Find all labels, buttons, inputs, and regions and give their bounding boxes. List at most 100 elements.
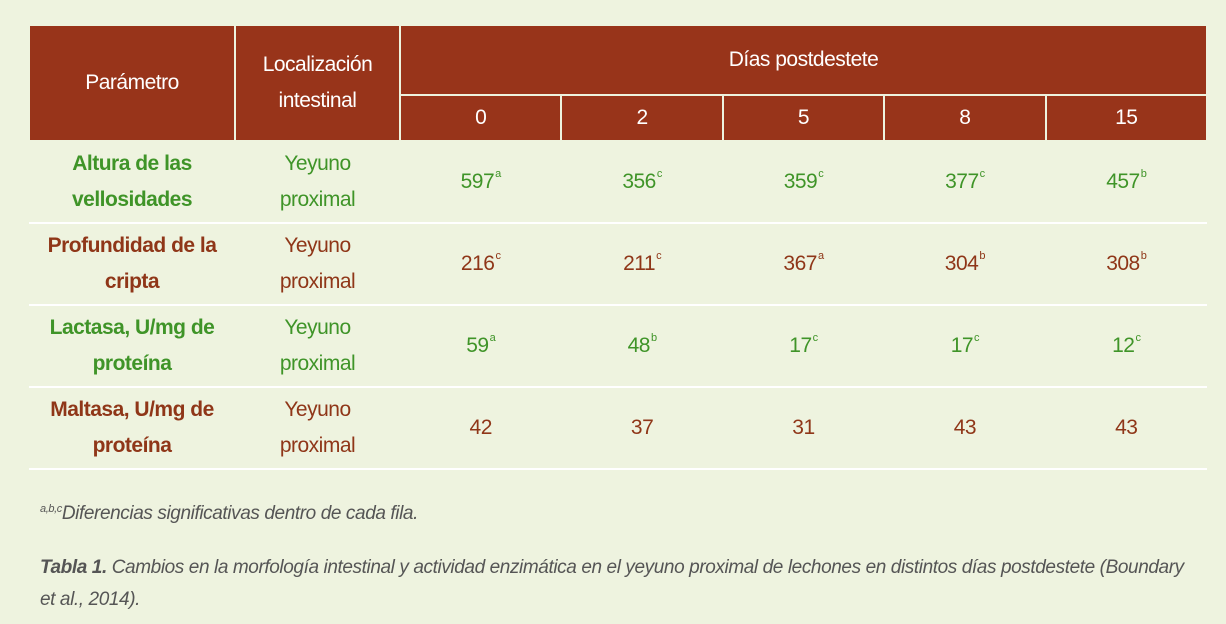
value-superscript: b xyxy=(1140,168,1147,180)
value-superscript: c xyxy=(495,250,501,262)
value: 17 xyxy=(950,334,974,357)
param-line: proteína xyxy=(92,352,172,375)
header-day: 2 xyxy=(560,94,724,142)
param-line: proteína xyxy=(92,434,172,457)
param-cell: Maltasa, U/mg de proteína xyxy=(29,387,235,470)
loc-cell: Yeyuno proximal xyxy=(235,223,400,306)
param-line: Profundidad de la xyxy=(47,234,217,257)
value: 216 xyxy=(460,252,495,275)
value-cell: 43 xyxy=(884,387,1046,470)
loc-line: Yeyuno xyxy=(284,234,351,257)
value-superscript: c xyxy=(979,168,986,180)
value: 31 xyxy=(792,416,815,439)
param-line: Maltasa, U/mg de xyxy=(50,398,214,421)
loc-cell: Yeyuno proximal xyxy=(235,387,400,470)
value: 12 xyxy=(1112,334,1135,357)
header-localizacion-line1: Localización xyxy=(262,53,373,76)
value: 304 xyxy=(944,252,979,275)
caption-label: Tabla 1. xyxy=(40,557,107,578)
header-row: Parámetro Localización intestinal Días p… xyxy=(28,24,1208,142)
loc-line: proximal xyxy=(279,270,356,293)
table-caption: Tabla 1. Cambios en la morfología intest… xyxy=(40,552,1200,616)
header-day: 0 xyxy=(398,94,563,142)
param-line: vellosidades xyxy=(71,188,193,211)
value: 48 xyxy=(627,334,651,357)
loc-line: proximal xyxy=(279,188,356,211)
value-superscript: c xyxy=(1135,332,1141,344)
value-cell: 457b xyxy=(1045,141,1207,224)
value-cell: 37 xyxy=(561,387,723,470)
loc-line: Yeyuno xyxy=(284,398,351,421)
value-cell: 31 xyxy=(722,387,885,470)
value-superscript: c xyxy=(812,332,819,344)
value-cell: 216c xyxy=(400,223,562,306)
param-cell: Lactasa, U/mg de proteína xyxy=(29,305,235,388)
value-cell: 211c xyxy=(561,223,723,306)
value-superscript: c xyxy=(818,168,824,180)
table-row: Profundidad de la cripta Yeyuno proximal 2… xyxy=(29,223,1207,306)
value-cell: 304b xyxy=(884,223,1046,306)
caption-text: Cambios en la morfología intestinal y ac… xyxy=(40,557,1184,610)
value: 42 xyxy=(469,416,493,439)
value-superscript: b xyxy=(650,332,657,344)
value-cell: 597a xyxy=(400,141,562,224)
header-days-row: 0 2 5 8 15 xyxy=(29,94,1209,142)
value-superscript: b xyxy=(1140,250,1147,262)
value-cell: 12c xyxy=(1045,305,1207,388)
header-day: 8 xyxy=(883,94,1047,142)
value-superscript: a xyxy=(817,250,824,262)
value: 367 xyxy=(783,252,817,275)
value: 43 xyxy=(953,416,977,439)
value-superscript: a xyxy=(489,332,496,344)
param-cell: Profundidad de la cripta xyxy=(29,223,235,306)
value: 17 xyxy=(789,334,812,357)
value-superscript: b xyxy=(979,250,985,262)
value-cell: 48b xyxy=(561,305,723,388)
value: 37 xyxy=(630,416,654,439)
value-superscript: c xyxy=(656,168,663,180)
value: 308 xyxy=(1106,252,1140,275)
value-cell: 308b xyxy=(1045,223,1207,306)
header-day: 5 xyxy=(721,94,886,142)
value: 377 xyxy=(945,170,979,193)
value-superscript: a xyxy=(495,168,501,180)
header-localizacion: Localización intestinal xyxy=(234,24,401,142)
value-cell: 59a xyxy=(400,305,562,388)
table-row: Lactasa, U/mg de proteína Yeyuno proximal … xyxy=(29,305,1207,388)
value-superscript: c xyxy=(974,332,980,344)
value: 597 xyxy=(460,170,495,193)
loc-line: Yeyuno xyxy=(284,152,351,175)
header-dias: Días postdestete xyxy=(399,24,1208,96)
loc-line: Yeyuno xyxy=(284,316,351,339)
value: 359 xyxy=(783,170,818,193)
value: 211 xyxy=(623,252,656,275)
value-cell: 377c xyxy=(884,141,1046,224)
value: 59 xyxy=(466,334,489,357)
loc-cell: Yeyuno proximal xyxy=(235,305,400,388)
value: 356 xyxy=(622,170,656,193)
loc-line: proximal xyxy=(279,352,356,375)
footnote-superscript: a,b,c xyxy=(40,503,62,515)
value-cell: 17c xyxy=(722,305,885,388)
header-localizacion-line2: intestinal xyxy=(278,89,357,112)
value-cell: 356c xyxy=(561,141,723,224)
param-line: cripta xyxy=(104,270,160,293)
value-cell: 42 xyxy=(400,387,562,470)
table-row: Maltasa, U/mg de proteína Yeyuno proximal … xyxy=(29,387,1207,470)
value-cell: 17c xyxy=(884,305,1046,388)
loc-line: proximal xyxy=(279,434,356,457)
value-cell: 359c xyxy=(722,141,885,224)
param-line: Lactasa, U/mg de xyxy=(49,316,215,339)
header-day: 15 xyxy=(1044,94,1209,142)
value-cell: 367a xyxy=(722,223,885,306)
value: 43 xyxy=(1115,416,1138,439)
footnote: a,b,cDiferencias significativas dentro d… xyxy=(40,503,418,525)
table-row: Altura de las vellosidades Yeyuno proximal… xyxy=(29,141,1207,224)
param-line: Altura de las xyxy=(72,152,192,175)
value-cell: 43 xyxy=(1045,387,1207,470)
value: 457 xyxy=(1106,170,1140,193)
param-cell: Altura de las vellosidades xyxy=(29,141,235,224)
header-parametro: Parámetro xyxy=(28,24,236,142)
value-superscript: c xyxy=(656,250,662,262)
